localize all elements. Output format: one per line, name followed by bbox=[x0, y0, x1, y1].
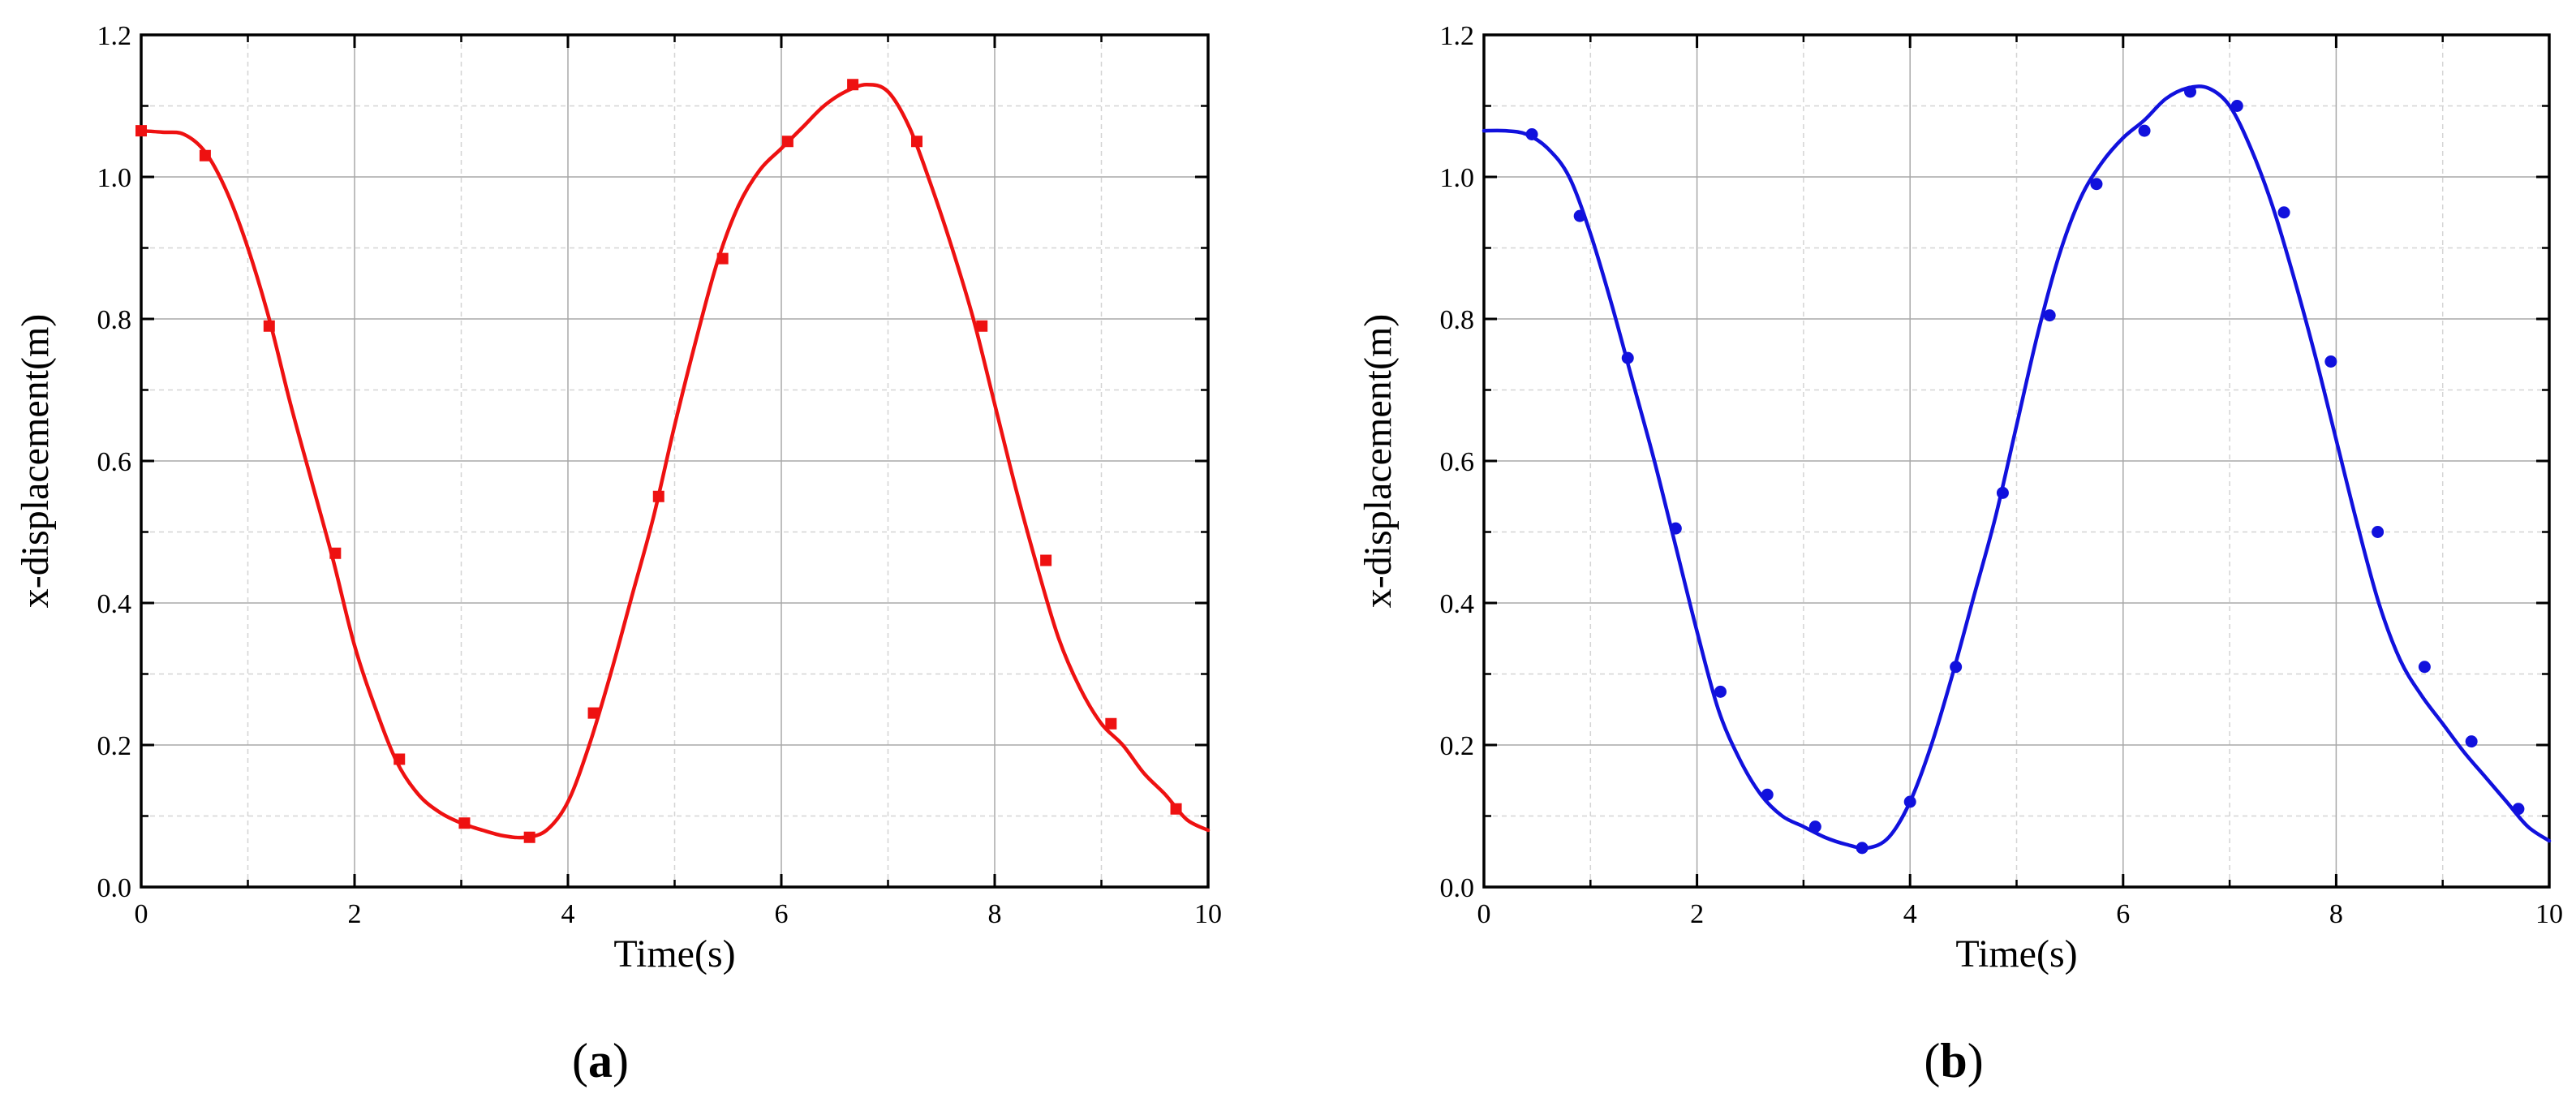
data-marker bbox=[2324, 355, 2337, 368]
data-marker bbox=[1808, 820, 1821, 833]
series-line bbox=[139, 83, 1211, 840]
data-marker bbox=[781, 136, 793, 148]
y-axis-label: x-displacement(m) bbox=[1357, 314, 1400, 609]
data-marker bbox=[523, 831, 535, 843]
x-tick-label: 6 bbox=[2116, 899, 2130, 929]
x-tick-label: 4 bbox=[1903, 899, 1917, 929]
x-tick-label: 10 bbox=[1194, 899, 1222, 929]
y-tick-label: 0.6 bbox=[1440, 447, 1475, 477]
data-marker bbox=[1761, 788, 1774, 801]
y-tick-label: 0.2 bbox=[97, 731, 132, 761]
y-tick-label: 0.6 bbox=[97, 447, 132, 477]
data-marker bbox=[393, 753, 406, 765]
x-axis-label: Time(s) bbox=[1955, 932, 2077, 975]
chart-panel-a: 0 2 4 6 8 10 0.0 0.2 0.4 0.6 0.8 1.0 1.2 Time(s) x-dis… bbox=[14, 21, 1222, 975]
y-tick-label: 0.8 bbox=[1440, 305, 1475, 335]
data-marker bbox=[2090, 178, 2103, 191]
data-marker bbox=[2512, 803, 2525, 816]
data-marker bbox=[1170, 803, 1182, 815]
y-axis-label: x-displacement(m) bbox=[14, 314, 57, 609]
x-tick-label: 0 bbox=[1477, 899, 1491, 929]
plot-frame bbox=[1482, 33, 2551, 889]
y-tick-label: 1.0 bbox=[97, 163, 132, 193]
x-tick-label: 4 bbox=[561, 899, 575, 929]
y-tick-label: 0.4 bbox=[1440, 589, 1475, 619]
data-marker bbox=[2230, 100, 2243, 112]
data-marker bbox=[847, 79, 859, 91]
data-marker bbox=[587, 707, 600, 719]
data-marker bbox=[2043, 309, 2056, 322]
data-marker bbox=[1040, 554, 1052, 566]
y-tick-label: 1.0 bbox=[1440, 163, 1475, 193]
data-marker bbox=[1525, 128, 1538, 140]
x-tick-label: 8 bbox=[2329, 899, 2343, 929]
data-marker bbox=[1573, 209, 1586, 222]
data-marker bbox=[2277, 206, 2290, 219]
data-marker bbox=[1105, 717, 1117, 730]
data-marker bbox=[458, 817, 471, 829]
data-marker bbox=[1669, 522, 1682, 535]
data-marker bbox=[911, 136, 923, 148]
data-marker bbox=[652, 490, 664, 502]
data-marker bbox=[1903, 795, 1916, 808]
data-marker bbox=[263, 320, 275, 332]
x-tick-label: 6 bbox=[775, 899, 789, 929]
x-tick-label: 2 bbox=[348, 899, 362, 929]
data-marker bbox=[2418, 661, 2431, 674]
data-marker bbox=[199, 149, 211, 161]
plot-frame bbox=[140, 33, 1210, 889]
y-tick-label: 0.8 bbox=[97, 305, 132, 335]
series-line bbox=[1482, 84, 2552, 850]
data-marker bbox=[135, 125, 147, 137]
x-axis-label: Time(s) bbox=[613, 932, 735, 975]
data-marker bbox=[2372, 526, 2385, 538]
data-marker bbox=[2184, 85, 2197, 98]
y-tick-label: 0.0 bbox=[97, 873, 132, 903]
data-marker bbox=[329, 547, 342, 559]
data-marker bbox=[976, 320, 988, 332]
y-tick-label: 0.0 bbox=[1440, 873, 1475, 903]
x-tick-label: 8 bbox=[988, 899, 1002, 929]
data-marker bbox=[1856, 842, 1869, 855]
data-marker bbox=[1996, 486, 2009, 499]
panel-label-a: (a) bbox=[572, 1034, 629, 1087]
y-tick-label: 0.4 bbox=[97, 589, 132, 619]
data-marker bbox=[1714, 685, 1727, 698]
data-marker bbox=[1950, 661, 1963, 674]
data-marker bbox=[2465, 735, 2478, 748]
panel-label-b: (b) bbox=[1924, 1034, 1983, 1087]
y-tick-label: 0.2 bbox=[1440, 731, 1475, 761]
x-tick-label: 10 bbox=[2535, 899, 2563, 929]
data-marker bbox=[1621, 351, 1634, 364]
x-tick-label: 2 bbox=[1690, 899, 1704, 929]
data-marker bbox=[2138, 124, 2151, 137]
y-tick-label: 1.2 bbox=[1440, 21, 1475, 51]
x-tick-label: 0 bbox=[135, 899, 148, 929]
chart-panel-b: 0 2 4 6 8 10 0.0 0.2 0.4 0.6 0.8 1.0 1.2 Time(s) x-dis… bbox=[1357, 21, 2563, 975]
data-marker bbox=[716, 252, 729, 265]
y-tick-label: 1.2 bbox=[97, 21, 132, 51]
